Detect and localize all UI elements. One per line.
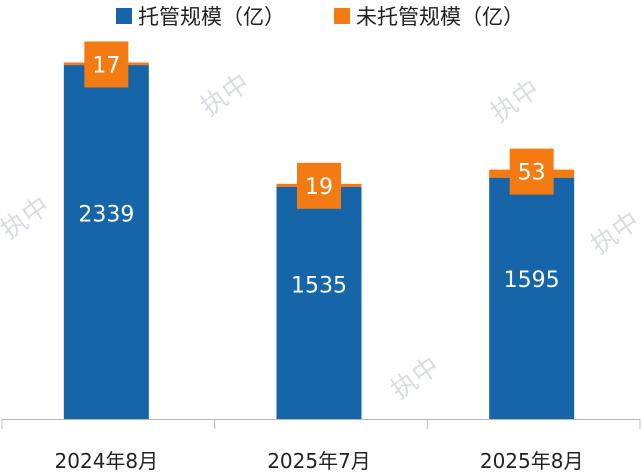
x-axis: 2024年8月 2025年7月 2025年8月 bbox=[1, 419, 641, 473]
legend-swatch bbox=[334, 8, 350, 24]
watermark-text: 执中 bbox=[586, 206, 643, 260]
data-label-managed: 1535 bbox=[291, 273, 347, 298]
data-label-managed: 2339 bbox=[78, 203, 134, 228]
data-label-unmanaged: 53 bbox=[518, 161, 546, 186]
legend-label: 托管规模（亿） bbox=[138, 5, 285, 29]
watermark-text: 执中 bbox=[0, 191, 55, 245]
legend-swatch bbox=[116, 8, 132, 24]
x-tick-label: 2025年8月 bbox=[480, 449, 584, 473]
bar-managed bbox=[489, 177, 575, 419]
watermark-text: 执中 bbox=[386, 351, 446, 405]
watermark-text: 执中 bbox=[196, 68, 256, 122]
legend-label: 未托管规模（亿） bbox=[356, 5, 524, 29]
data-label-unmanaged: 19 bbox=[305, 175, 333, 200]
bar-managed bbox=[63, 65, 149, 419]
data-label-box-unmanaged bbox=[84, 41, 129, 88]
x-tick-label: 2024年8月 bbox=[55, 449, 159, 473]
x-tick-label: 2025年7月 bbox=[267, 449, 371, 473]
bar-managed bbox=[276, 186, 362, 419]
data-label-box-unmanaged bbox=[509, 148, 554, 195]
bars: 2339 17 1535 19 1595 53 bbox=[63, 41, 575, 419]
data-label-box-unmanaged bbox=[297, 162, 341, 209]
data-label-managed: 1595 bbox=[504, 268, 560, 293]
watermark-text: 执中 bbox=[486, 74, 546, 128]
data-label-unmanaged: 17 bbox=[92, 53, 120, 78]
legend: 托管规模（亿） 未托管规模（亿） bbox=[116, 5, 524, 29]
